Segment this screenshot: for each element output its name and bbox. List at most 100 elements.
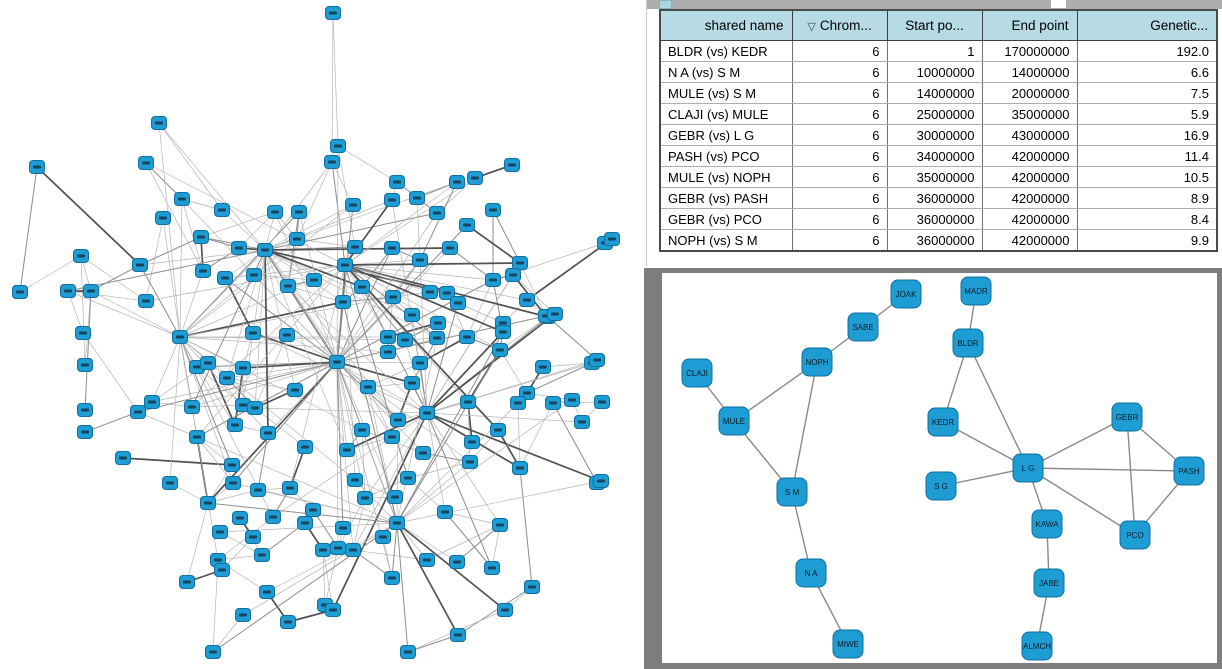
network-node[interactable] (492, 343, 508, 357)
network-node[interactable] (235, 361, 251, 375)
network-node[interactable] (389, 175, 405, 189)
network-node[interactable] (337, 258, 353, 272)
table-row[interactable]: N A (vs) S M 6 10000000 14000000 6.6 (659, 61, 1218, 83)
network-node[interactable] (505, 268, 521, 282)
network-node[interactable] (490, 423, 506, 437)
network-node[interactable] (217, 271, 233, 285)
network-node[interactable] (280, 615, 296, 629)
network-node[interactable] (360, 380, 376, 394)
network-node[interactable] (225, 476, 241, 490)
network-node[interactable] (260, 426, 276, 440)
network-node[interactable] (519, 293, 535, 307)
network-node[interactable] (200, 496, 216, 510)
network-node[interactable] (231, 241, 247, 255)
network-node[interactable] (462, 455, 478, 469)
network-node[interactable] (442, 241, 458, 255)
network-node[interactable]: S M (776, 477, 808, 507)
network-node[interactable] (77, 425, 93, 439)
network-node[interactable]: MULE (718, 406, 750, 436)
network-node[interactable] (397, 333, 413, 347)
network-node[interactable] (400, 471, 416, 485)
network-node[interactable] (306, 273, 322, 287)
network-node[interactable]: JOAK (890, 279, 922, 309)
network-node[interactable] (345, 198, 361, 212)
network-node[interactable] (510, 396, 526, 410)
network-node[interactable] (564, 393, 580, 407)
network-node[interactable] (132, 258, 148, 272)
network-node[interactable] (604, 232, 620, 246)
network-node[interactable] (357, 491, 373, 505)
network-node[interactable] (138, 156, 154, 170)
network-node[interactable] (484, 561, 500, 575)
network-node[interactable] (347, 240, 363, 254)
network-node[interactable]: MADR (960, 276, 992, 306)
network-node[interactable] (354, 280, 370, 294)
network-node[interactable] (189, 430, 205, 444)
network-node[interactable] (594, 395, 610, 409)
network-node[interactable] (412, 356, 428, 370)
network-node[interactable] (492, 518, 508, 532)
network-node[interactable]: NOPH (801, 347, 833, 377)
network-node[interactable] (429, 206, 445, 220)
table-row[interactable]: NOPH (vs) S M 6 36000000 42000000 9.9 (659, 229, 1218, 252)
network-node[interactable] (339, 443, 355, 457)
network-node[interactable] (265, 510, 281, 524)
network-node[interactable] (259, 585, 275, 599)
network-node[interactable] (324, 155, 340, 169)
network-node[interactable] (297, 440, 313, 454)
network-node[interactable] (75, 326, 91, 340)
network-node[interactable] (12, 285, 28, 299)
network-node[interactable] (291, 205, 307, 219)
network-node[interactable] (289, 232, 305, 246)
network-node[interactable]: S G (925, 471, 957, 501)
network-node[interactable] (73, 249, 89, 263)
network-node[interactable] (384, 430, 400, 444)
network-node[interactable] (219, 371, 235, 385)
network-node[interactable] (280, 279, 296, 293)
network-node[interactable] (155, 211, 171, 225)
network-node[interactable] (547, 307, 563, 321)
network-node[interactable] (138, 294, 154, 308)
subnetwork-canvas[interactable]: JOAK SABE NOPH CLAJI MULE S M N A MIWE MADR BLDR K… (662, 273, 1217, 663)
network-node[interactable] (305, 503, 321, 517)
network-node[interactable]: BLDR (952, 328, 984, 358)
network-node[interactable] (115, 451, 131, 465)
network-node[interactable] (545, 396, 561, 410)
network-node[interactable] (144, 395, 160, 409)
network-node[interactable]: KEDR (927, 407, 959, 437)
column-header-end-point[interactable]: End point (981, 9, 1078, 41)
network-node[interactable] (247, 401, 263, 415)
table-row[interactable]: MULE (vs) S M 6 14000000 20000000 7.5 (659, 82, 1218, 104)
network-node[interactable] (330, 541, 346, 555)
table-row[interactable]: BLDR (vs) KEDR 6 1 170000000 192.0 (659, 40, 1218, 62)
network-node[interactable]: CLAJI (681, 358, 713, 388)
network-node[interactable] (329, 355, 345, 369)
network-node[interactable] (450, 628, 466, 642)
network-node[interactable] (524, 580, 540, 594)
network-node[interactable] (335, 295, 351, 309)
network-node[interactable] (535, 360, 551, 374)
network-node[interactable] (497, 603, 513, 617)
network-node[interactable] (384, 241, 400, 255)
network-node[interactable] (254, 548, 270, 562)
network-node[interactable] (574, 415, 590, 429)
network-node[interactable] (83, 284, 99, 298)
network-node[interactable] (459, 330, 475, 344)
network-node[interactable] (354, 423, 370, 437)
network-node[interactable] (429, 331, 445, 345)
subnetwork-panel[interactable]: JOAK SABE NOPH CLAJI MULE S M N A MIWE MADR BLDR K… (662, 273, 1217, 663)
network-node[interactable] (347, 473, 363, 487)
network-node[interactable] (404, 376, 420, 390)
network-node[interactable] (412, 253, 428, 267)
network-node[interactable] (415, 446, 431, 460)
network-node[interactable] (130, 405, 146, 419)
network-node[interactable] (335, 521, 351, 535)
network-node[interactable] (380, 345, 396, 359)
network-node[interactable] (250, 483, 266, 497)
network-node[interactable] (330, 139, 346, 153)
network-node[interactable] (172, 330, 188, 344)
column-header-genetic[interactable]: Genetic... (1076, 9, 1218, 41)
table-row[interactable]: GEBR (vs) PASH 6 36000000 42000000 8.9 (659, 187, 1218, 209)
network-node[interactable] (375, 530, 391, 544)
network-node[interactable] (224, 458, 240, 472)
